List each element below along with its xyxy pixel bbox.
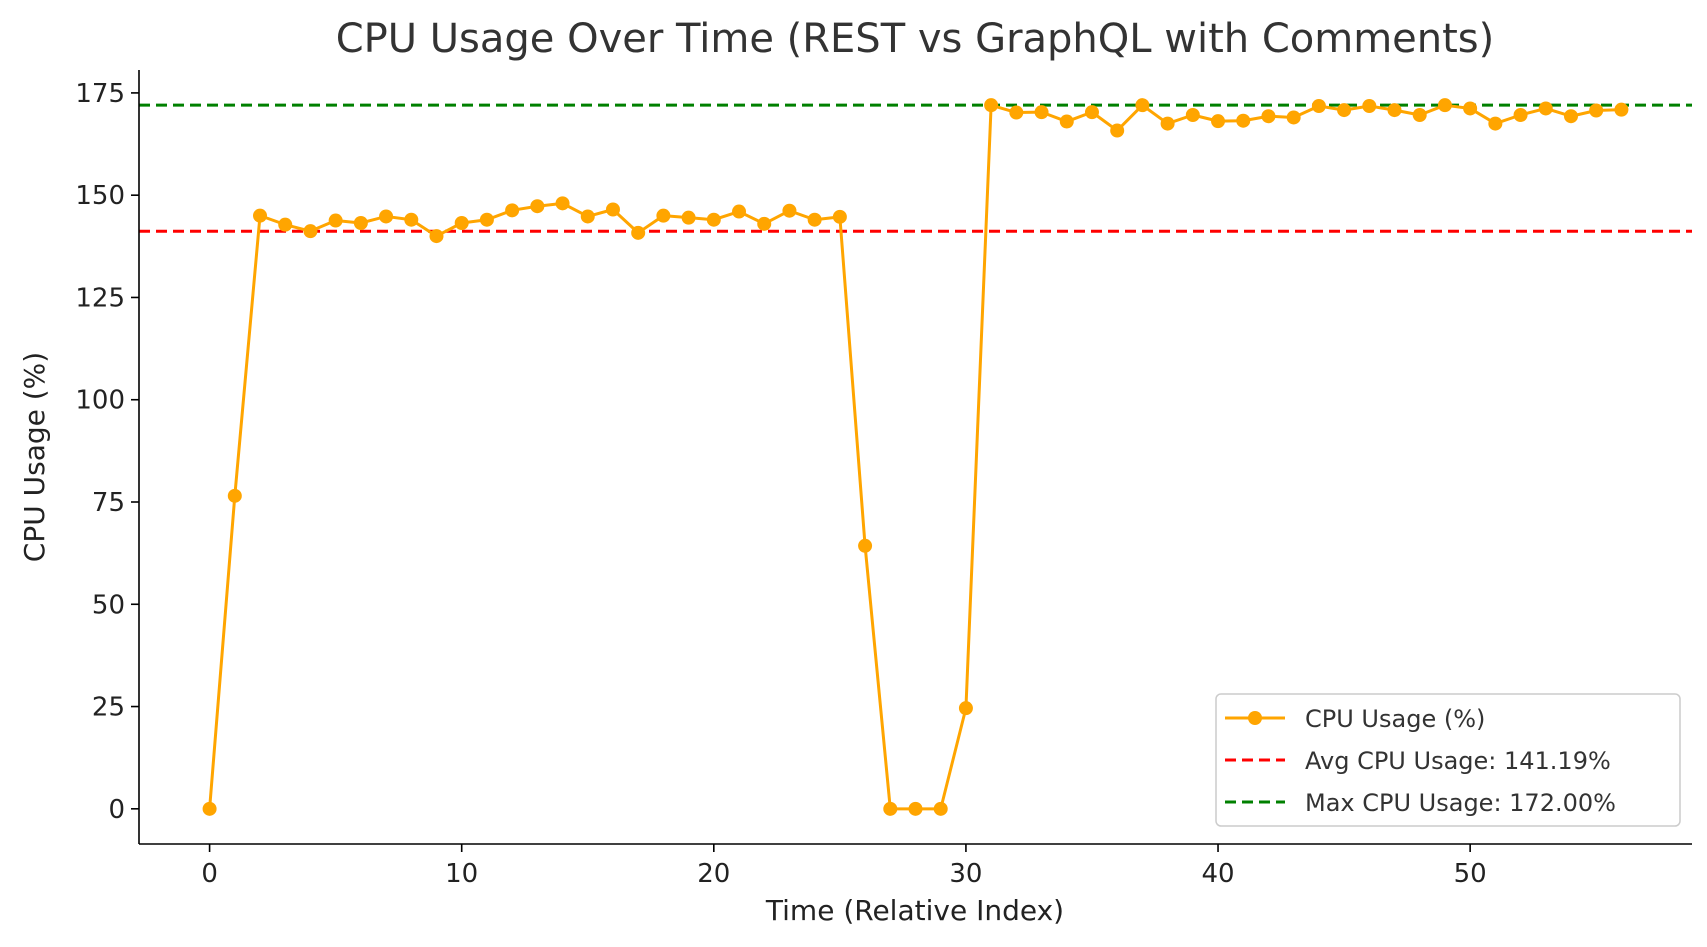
data-point bbox=[1362, 99, 1377, 113]
y-tick-label: 25 bbox=[92, 693, 125, 723]
x-tick-label: 50 bbox=[1454, 859, 1487, 889]
data-point bbox=[379, 209, 394, 224]
data-point bbox=[1185, 108, 1200, 122]
data-point bbox=[1236, 113, 1251, 128]
data-point bbox=[1412, 108, 1427, 122]
data-point bbox=[732, 204, 747, 219]
data-point bbox=[454, 216, 469, 230]
data-point bbox=[656, 208, 671, 223]
data-point bbox=[278, 217, 293, 232]
data-point bbox=[429, 229, 444, 244]
data-point bbox=[1337, 103, 1352, 118]
y-tick-label: 0 bbox=[108, 795, 125, 825]
chart-title: CPU Usage Over Time (REST vs GraphQL wit… bbox=[336, 16, 1495, 62]
data-point bbox=[202, 801, 217, 816]
data-point bbox=[1614, 102, 1629, 117]
x-tick-label: 10 bbox=[445, 859, 478, 889]
data-point bbox=[505, 203, 520, 218]
data-point bbox=[1084, 105, 1099, 120]
data-point bbox=[479, 212, 494, 227]
y-tick-label: 100 bbox=[75, 386, 125, 416]
data-point bbox=[1589, 103, 1604, 118]
data-point bbox=[328, 213, 343, 228]
data-point bbox=[1488, 116, 1503, 131]
legend: CPU Usage (%) Avg CPU Usage: 141.19% Max… bbox=[1215, 693, 1681, 827]
data-point bbox=[933, 801, 948, 816]
axes bbox=[138, 70, 1692, 845]
data-point bbox=[807, 212, 822, 227]
data-point bbox=[1110, 123, 1125, 138]
data-point bbox=[1211, 114, 1226, 129]
data-point bbox=[858, 538, 873, 553]
data-point bbox=[303, 224, 318, 239]
data-point bbox=[1059, 114, 1074, 129]
data-point bbox=[782, 203, 797, 218]
data-point bbox=[1261, 109, 1276, 124]
data-point bbox=[1009, 105, 1024, 120]
y-tick-label: 50 bbox=[92, 590, 125, 620]
x-tick-label: 40 bbox=[1201, 859, 1234, 889]
data-point bbox=[958, 701, 973, 716]
data-point bbox=[1513, 108, 1528, 122]
data-point bbox=[1160, 116, 1175, 131]
legend-box bbox=[1215, 693, 1681, 827]
data-point bbox=[530, 199, 545, 214]
data-point bbox=[984, 98, 999, 113]
x-tick-label: 20 bbox=[697, 859, 730, 889]
data-point bbox=[253, 208, 268, 223]
data-point bbox=[706, 212, 721, 227]
data-point bbox=[404, 212, 419, 227]
series-layer bbox=[202, 98, 1629, 816]
y-tick-label: 175 bbox=[75, 79, 125, 109]
data-point bbox=[1538, 101, 1553, 116]
y-tick-label: 125 bbox=[75, 283, 125, 313]
data-point bbox=[580, 209, 595, 224]
data-point bbox=[681, 210, 696, 225]
data-point bbox=[1437, 98, 1452, 113]
data-point bbox=[883, 801, 898, 816]
data-point bbox=[1311, 99, 1326, 113]
data-point bbox=[1135, 98, 1150, 113]
y-tick-label: 150 bbox=[75, 181, 125, 211]
x-tick-label: 0 bbox=[201, 859, 218, 889]
x-ticks: 0 10 20 30 40 50 bbox=[201, 844, 1487, 889]
data-point bbox=[1563, 109, 1578, 124]
data-point bbox=[631, 225, 646, 240]
legend-marker-cpu-usage bbox=[1248, 711, 1262, 725]
reference-lines bbox=[139, 103, 1692, 233]
data-point bbox=[555, 196, 570, 211]
y-tick-label: 75 bbox=[92, 488, 125, 518]
data-point bbox=[1463, 101, 1478, 116]
data-point bbox=[605, 202, 620, 217]
y-ticks: 0 25 50 75 100 125 150 175 bbox=[75, 79, 139, 825]
data-point bbox=[757, 216, 772, 231]
data-point bbox=[1387, 103, 1402, 118]
data-point bbox=[1286, 110, 1301, 125]
legend-label-cpu-usage: CPU Usage (%) bbox=[1305, 705, 1485, 733]
data-point bbox=[908, 801, 923, 816]
y-axis-title: CPU Usage (%) bbox=[18, 352, 51, 562]
data-point bbox=[832, 209, 847, 224]
legend-label-avg: Avg CPU Usage: 141.19% bbox=[1305, 747, 1611, 775]
data-point bbox=[1034, 105, 1049, 120]
data-point bbox=[227, 488, 242, 503]
data-point bbox=[353, 216, 368, 230]
legend-label-max: Max CPU Usage: 172.00% bbox=[1305, 789, 1616, 817]
x-axis-title: Time (Relative Index) bbox=[765, 894, 1064, 927]
x-tick-label: 30 bbox=[949, 859, 982, 889]
